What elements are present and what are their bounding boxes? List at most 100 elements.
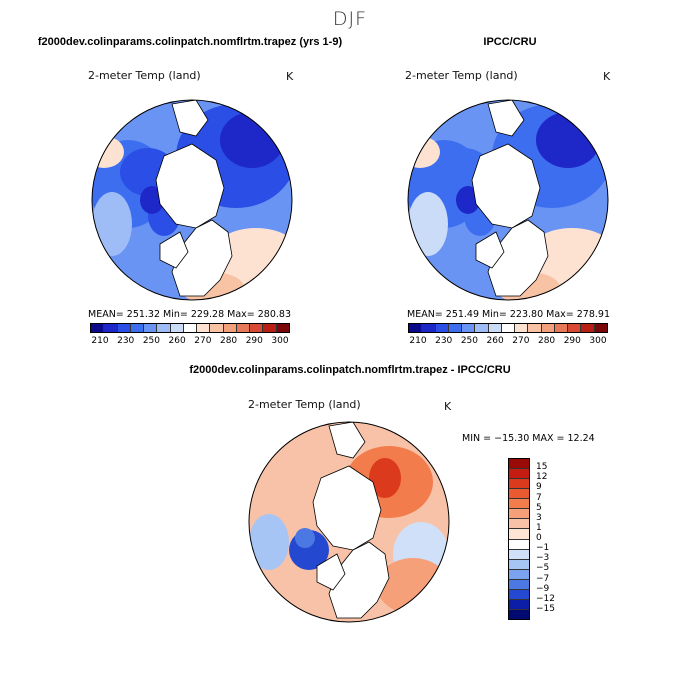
arctic-ocean <box>312 465 382 551</box>
colorbar-swatch <box>263 324 277 332</box>
colorbar-swatch <box>210 324 224 332</box>
pacific-ocean <box>328 422 366 459</box>
colorbar-swatch <box>509 519 529 530</box>
panel1-units-label: K <box>286 70 294 83</box>
arctic-ocean <box>471 143 541 229</box>
colorbar-swatch <box>91 324 105 332</box>
colorbar-tick-label: 210 <box>409 336 427 346</box>
colorbar-swatch <box>509 479 529 490</box>
colorbar-swatch <box>568 324 582 332</box>
colorbar-swatch <box>554 324 569 332</box>
colorbar-tick-label: 5 <box>536 502 542 513</box>
season-title: DJF <box>332 8 368 30</box>
colorbar-swatch <box>509 469 529 480</box>
colorbar-swatch <box>144 324 158 332</box>
colorbar-swatch <box>509 529 529 540</box>
colorbar-swatch <box>435 324 449 332</box>
colorbar-tick-label: 260 <box>168 336 186 346</box>
colorbar-swatch <box>509 599 529 610</box>
colorbar-swatch <box>509 609 529 619</box>
us-cool-bias <box>249 514 289 570</box>
colorbar-swatch <box>541 324 555 332</box>
colorbar-swatch <box>117 324 131 332</box>
colorbar-tick-label: 7 <box>536 492 542 503</box>
panel2-title: IPCC/CRU <box>483 36 537 48</box>
hudson-bay <box>159 231 189 269</box>
colorbar-tick-label: 260 <box>486 336 504 346</box>
colorbar-swatch <box>528 324 542 332</box>
panel2-colorbar <box>408 323 608 333</box>
colorbar-tick-label: −7 <box>536 573 550 584</box>
hudson-bay <box>316 553 346 591</box>
colorbar-swatch <box>409 324 423 332</box>
colorbar-swatch <box>276 324 289 332</box>
map-boundary <box>407 99 609 301</box>
colorbar-swatch <box>581 324 595 332</box>
colorbar-tick-label: 0 <box>536 533 542 543</box>
colorbar-tick-label: −5 <box>536 563 550 574</box>
panel3-variable-label: 2-meter Temp (land) <box>248 398 361 411</box>
hudson-bay <box>475 231 505 269</box>
colorbar-swatch <box>501 324 516 332</box>
colorbar-tick-label: 230 <box>435 336 453 346</box>
us-region <box>92 192 132 256</box>
panel1-colorbar <box>90 323 290 333</box>
colorbar-swatch <box>509 489 529 500</box>
colorbar-swatch <box>509 459 529 470</box>
colorbar-tick-label: 280 <box>537 336 556 346</box>
colorbar-tick-label: 12 <box>536 472 548 483</box>
panel3-units-label: K <box>444 400 452 413</box>
colorbar-swatch <box>509 559 529 570</box>
colorbar-swatch <box>509 539 529 550</box>
colorbar-tick-label: 230 <box>117 336 135 346</box>
colorbar-swatch <box>488 324 502 332</box>
colorbar-tick-label: −12 <box>536 593 555 604</box>
colorbar-swatch <box>448 324 463 332</box>
colorbar-tick-label: 9 <box>536 482 542 493</box>
colorbar-tick-label: 280 <box>219 336 238 346</box>
colorbar-swatch <box>509 509 529 520</box>
colorbar-tick-label: 300 <box>271 336 289 346</box>
colorbar-tick-label: −9 <box>536 583 550 594</box>
colorbar-swatch <box>236 324 251 332</box>
colorbar-tick-label: 290 <box>563 336 581 346</box>
panel1-stats: MEAN= 251.32 Min= 229.28 Max= 280.83 <box>88 309 292 320</box>
colorbar-swatch <box>223 324 237 332</box>
colorbar-swatch <box>515 324 529 332</box>
panel2-variable-label: 2-meter Temp (land) <box>405 69 518 82</box>
colorbar-tick-label: 300 <box>589 336 607 346</box>
colorbar-swatch <box>509 549 529 560</box>
panel2-colorbar-ticks: 210 230 250 260 270 280 290 300 <box>408 336 608 348</box>
pacific-ocean <box>171 100 209 137</box>
panel3-polar-map <box>248 421 450 623</box>
colorbar-tick-label: 290 <box>245 336 263 346</box>
panel3-colorbar <box>508 458 530 620</box>
colorbar-tick-label: −1 <box>536 543 550 554</box>
colorbar-tick-label: 270 <box>512 336 530 346</box>
panel3-title: f2000dev.colinparams.colinpatch.nomflrtm… <box>189 364 511 376</box>
panel2-units-label: K <box>603 70 611 83</box>
colorbar-swatch <box>183 324 198 332</box>
colorbar-tick-label: 3 <box>536 512 542 523</box>
us-region <box>408 192 448 256</box>
colorbar-tick-label: 250 <box>142 336 161 346</box>
colorbar-swatch <box>509 569 529 580</box>
colorbar-tick-label: −15 <box>536 603 555 614</box>
colorbar-tick-label: 210 <box>91 336 109 346</box>
archipelago-cold-bias <box>295 528 315 548</box>
colorbar-tick-label: 250 <box>460 336 479 346</box>
panel1-colorbar-ticks: 210 230 250 260 270 280 290 300 <box>90 336 290 348</box>
colorbar-swatch <box>594 324 607 332</box>
colorbar-swatch <box>509 579 529 590</box>
panel3-stats: MIN = −15.30 MAX = 12.24 <box>462 433 595 444</box>
colorbar-swatch <box>130 324 145 332</box>
colorbar-swatch <box>422 324 436 332</box>
colorbar-swatch <box>197 324 211 332</box>
panel1-title: f2000dev.colinparams.colinpatch.nomflrtm… <box>37 36 343 48</box>
colorbar-swatch <box>104 324 118 332</box>
colorbar-swatch <box>509 499 529 510</box>
pacific-ocean <box>487 100 525 137</box>
alaska-bias <box>249 470 305 526</box>
panel1-polar-map <box>91 99 293 301</box>
colorbar-tick-label: 1 <box>536 522 542 533</box>
